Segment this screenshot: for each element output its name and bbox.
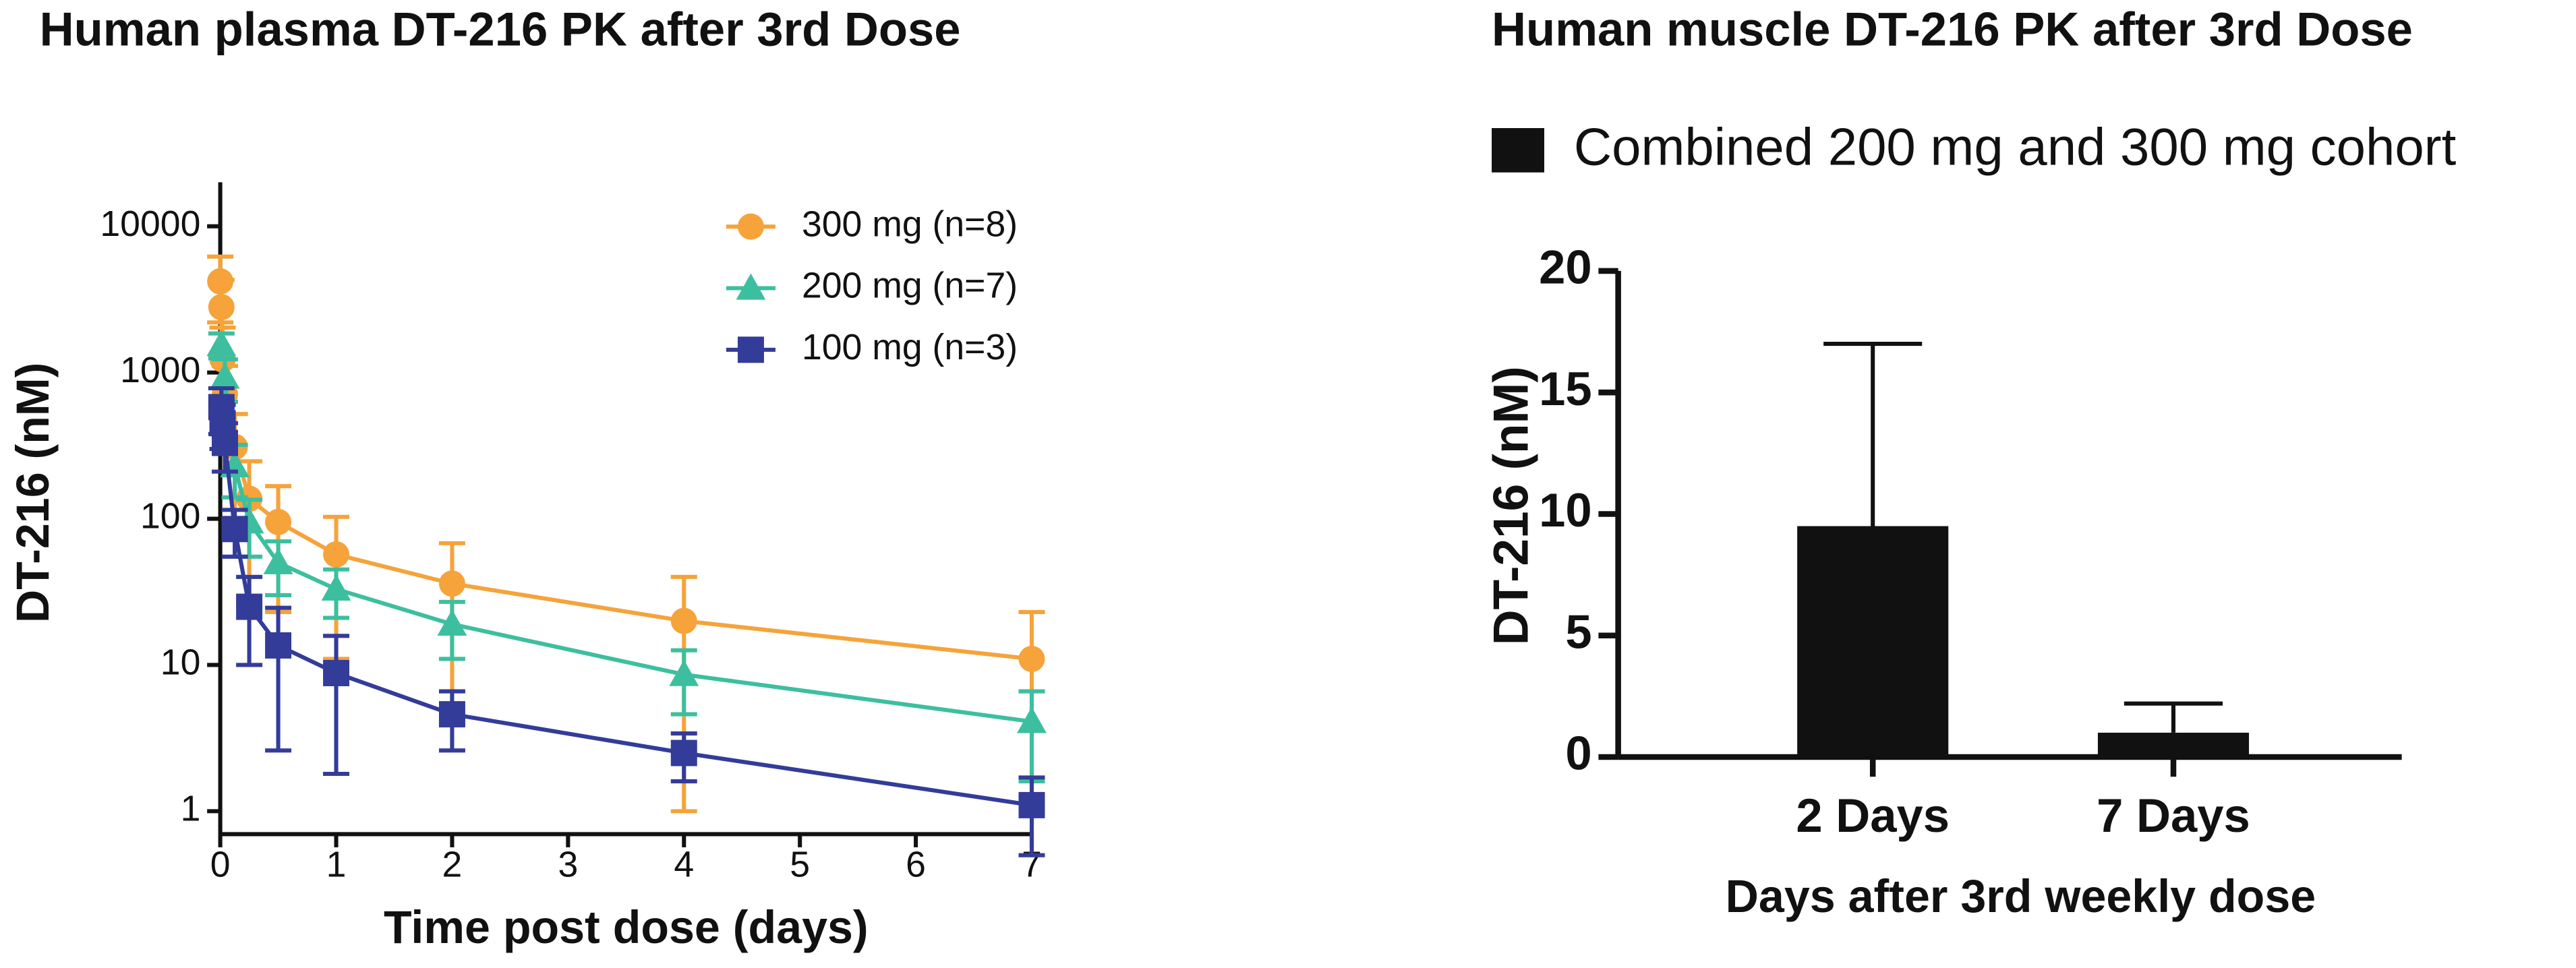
marker xyxy=(221,516,248,543)
marker xyxy=(208,294,235,321)
x-tick-label: 5 xyxy=(790,844,810,884)
y-tick-label: 20 xyxy=(1539,241,1592,294)
marker xyxy=(437,609,467,636)
x-tick-label: 2 xyxy=(442,844,463,884)
x-axis-label: Days after 3rd weekly dose xyxy=(1726,871,2316,922)
bar xyxy=(1797,526,1949,757)
error-bar xyxy=(1018,689,1045,784)
marker xyxy=(321,574,351,601)
legend-label: 300 mg (n=8) xyxy=(802,204,1018,244)
x-tick-label: 1 xyxy=(326,844,347,884)
chart-title: Human muscle DT-216 PK after 3rd Dose xyxy=(1492,2,2413,55)
error-bar xyxy=(323,634,350,777)
y-tick-label: 10 xyxy=(1539,483,1592,537)
marker xyxy=(438,570,465,597)
y-tick-label: 10 xyxy=(160,642,201,683)
error-bar xyxy=(2124,701,2223,733)
marker xyxy=(265,632,292,659)
x-tick-label: 2 Days xyxy=(1796,789,1950,842)
bar xyxy=(2097,732,2250,757)
x-tick-label: 6 xyxy=(906,844,926,884)
marker xyxy=(1018,645,1045,672)
marker xyxy=(438,701,465,728)
legend-swatch xyxy=(1492,128,1545,173)
y-tick-label: 100 xyxy=(140,496,200,537)
marker xyxy=(206,330,237,357)
marker xyxy=(323,541,350,568)
chart-title: Human plasma DT-216 PK after 3rd Dose xyxy=(40,2,961,55)
marker xyxy=(263,547,293,574)
x-tick-label: 0 xyxy=(210,844,231,884)
legend-label: Combined 200 mg and 300 mg cohort xyxy=(1574,117,2457,177)
x-tick-label: 4 xyxy=(674,844,694,884)
marker xyxy=(265,508,292,535)
marker xyxy=(670,607,697,634)
marker xyxy=(210,362,240,389)
y-tick-label: 1 xyxy=(181,789,201,829)
marker xyxy=(212,429,238,456)
error-bar xyxy=(236,574,263,667)
legend-marker xyxy=(737,336,764,363)
error-bar xyxy=(1823,342,1923,526)
error-bar xyxy=(265,605,292,753)
x-tick-label: 7 Days xyxy=(2097,789,2250,842)
x-tick-label: 3 xyxy=(558,844,578,884)
x-axis-label: Time post dose (days) xyxy=(384,902,869,953)
y-axis-label: DT-216 (nM) xyxy=(1484,366,1538,645)
legend-label: 200 mg (n=7) xyxy=(802,266,1018,306)
marker xyxy=(323,660,350,686)
legend-marker xyxy=(736,273,766,300)
marker xyxy=(1018,791,1045,818)
legend-marker xyxy=(737,213,764,240)
y-tick-label: 1000 xyxy=(120,350,200,390)
y-tick-label: 10000 xyxy=(100,204,200,244)
legend-label: 100 mg (n=3) xyxy=(802,327,1018,367)
series-line xyxy=(219,406,1032,808)
marker xyxy=(236,593,263,620)
y-tick-label: 0 xyxy=(1565,727,1591,780)
marker xyxy=(669,659,699,686)
y-tick-label: 5 xyxy=(1565,605,1591,658)
y-axis-label: DT-216 (nM) xyxy=(7,363,59,623)
y-tick-label: 15 xyxy=(1539,362,1592,415)
marker xyxy=(1017,706,1047,733)
marker xyxy=(670,739,697,766)
